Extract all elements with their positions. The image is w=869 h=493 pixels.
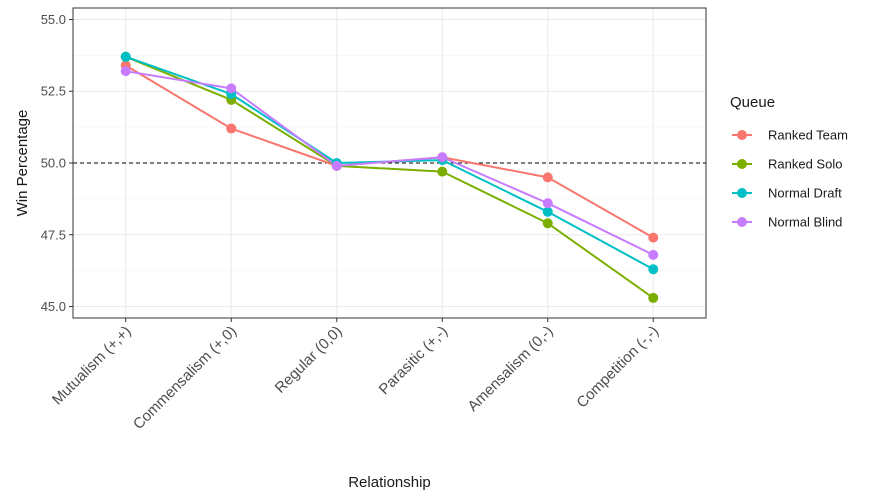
legend-key-point <box>737 217 747 227</box>
legend-item: Normal Draft <box>732 186 842 201</box>
data-point <box>331 160 342 171</box>
legend-item: Normal Blind <box>732 215 842 230</box>
legend-item: Ranked Solo <box>732 157 842 172</box>
data-point <box>648 292 659 303</box>
legend-label: Normal Blind <box>768 215 842 230</box>
y-tick-label: 52.5 <box>41 84 66 99</box>
y-tick-label: 50.0 <box>41 156 66 171</box>
y-axis: 45.0 47.5 50.0 52.5 55.0 <box>41 12 73 314</box>
legend-key-point <box>737 159 747 169</box>
data-point <box>542 206 553 217</box>
series-layer <box>120 51 659 303</box>
data-point <box>226 83 237 94</box>
series-line <box>125 55 654 299</box>
legend-key-point <box>737 188 747 198</box>
data-point <box>648 249 659 260</box>
points-normal-blind <box>120 66 659 260</box>
legend-key-point <box>737 130 747 140</box>
data-point <box>542 218 553 229</box>
x-axis-title: Relationship <box>348 474 431 491</box>
data-point <box>542 172 553 183</box>
series-ranked-solo <box>125 55 654 299</box>
data-point <box>648 232 659 243</box>
legend-label: Ranked Team <box>768 128 848 143</box>
legend-label: Ranked Solo <box>768 157 842 172</box>
data-point <box>226 123 237 134</box>
legend-item: Ranked Team <box>732 128 848 143</box>
data-point <box>437 152 448 163</box>
legend-label: Normal Draft <box>768 186 842 201</box>
series-normal-blind <box>125 70 654 256</box>
data-point <box>437 166 448 177</box>
legend-items: Ranked Team Ranked Solo Normal Draft Normal… <box>732 128 848 230</box>
legend-title: Queue <box>730 94 775 111</box>
series-line <box>125 70 654 256</box>
data-point <box>542 198 553 209</box>
data-point <box>120 66 131 77</box>
data-point <box>648 264 659 275</box>
y-tick-label: 45.0 <box>41 299 66 314</box>
y-axis-title: Win Percentage <box>14 110 31 217</box>
y-tick-label: 55.0 <box>41 12 66 27</box>
data-point <box>120 51 131 62</box>
legend: Queue Ranked Team Ranked Solo Normal Draft… <box>730 94 848 230</box>
y-tick-label: 47.5 <box>41 227 66 242</box>
